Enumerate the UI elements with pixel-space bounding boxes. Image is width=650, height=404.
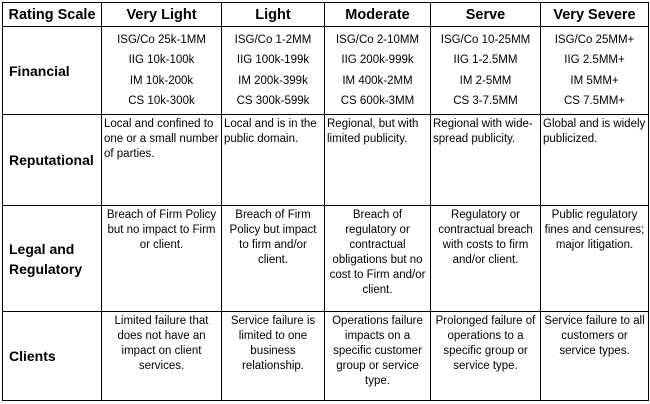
financial-value: IIG 100k-199k bbox=[236, 54, 310, 66]
financial-value: CS 3-7.5MM bbox=[453, 95, 518, 107]
financial-value: IM 10k-200k bbox=[129, 74, 194, 87]
financial-value: IIG 1-2.5MM bbox=[453, 54, 518, 66]
header-row: Rating Scale Very Light Light Moderate S… bbox=[2, 2, 649, 27]
financial-cell: ISG/Co 1-2MM IIG 100k-199k IM 200k-399k … bbox=[221, 26, 325, 115]
financial-value: IIG 200k-999k bbox=[341, 54, 414, 66]
financial-value: ISG/Co 1-2MM bbox=[234, 33, 312, 46]
financial-cell: ISG/Co 2-10MM IIG 200k-999k IM 400k-2MM … bbox=[324, 26, 431, 115]
financial-cell: ISG/Co 25MM+ IIG 2.5MM+ IM 5MM+ CS 7.5MM… bbox=[540, 26, 649, 115]
clients-row: Clients Limited failure that does not ha… bbox=[2, 311, 649, 401]
financial-value: ISG/Co 25MM+ bbox=[554, 33, 635, 46]
financial-cell: ISG/Co 10-25MM IIG 1-2.5MM IM 2-5MM CS 3… bbox=[430, 26, 541, 115]
financial-value: CS 7.5MM+ bbox=[563, 95, 626, 107]
financial-value: ISG/Co 2-10MM bbox=[335, 33, 420, 46]
financial-value: CS 10k-300k bbox=[128, 95, 195, 107]
clients-cell-very-severe: Service failure to all customers or serv… bbox=[540, 311, 649, 401]
row-header-legal-regulatory: Legal and Regulatory bbox=[2, 205, 102, 312]
reputational-cell-light: Local and is in the public domain. bbox=[221, 114, 325, 206]
corner-header: Rating Scale bbox=[2, 2, 102, 27]
financial-value: IM 2-5MM bbox=[459, 74, 512, 87]
reputational-row: Reputational Local and confined to one o… bbox=[2, 114, 649, 206]
financial-value: ISG/Co 25k-1MM bbox=[117, 33, 206, 46]
column-header-very-severe: Very Severe bbox=[540, 2, 649, 27]
legal-cell-serve: Regulatory or contractual breach with co… bbox=[430, 205, 541, 312]
financial-row: Financial ISG/Co 25k-1MM IIG 10k-100k IM… bbox=[2, 26, 649, 115]
financial-cell: ISG/Co 25k-1MM IIG 10k-100k IM 10k-200k … bbox=[101, 26, 222, 115]
reputational-cell-moderate: Regional, but with limited publicity. bbox=[324, 114, 431, 206]
clients-cell-moderate: Operations failure impacts on a specific… bbox=[324, 311, 431, 401]
financial-value: IM 400k-2MM bbox=[342, 74, 413, 87]
column-header-moderate: Moderate bbox=[324, 2, 431, 27]
clients-cell-very-light: Limited failure that does not have an im… bbox=[101, 311, 222, 401]
financial-value: IM 5MM+ bbox=[570, 74, 619, 87]
legal-cell-moderate: Breach of regulatory or contractual obli… bbox=[324, 205, 431, 312]
financial-value: IM 200k-399k bbox=[238, 74, 308, 87]
financial-value: IIG 10k-100k bbox=[128, 54, 195, 66]
legal-cell-light: Breach of Firm Policy but impact to firm… bbox=[221, 205, 325, 312]
financial-value: ISG/Co 10-25MM bbox=[440, 33, 531, 46]
row-header-reputational: Reputational bbox=[2, 114, 102, 206]
financial-value: CS 300k-599k bbox=[236, 95, 310, 107]
financial-value: CS 600k-3MM bbox=[340, 95, 415, 107]
reputational-cell-serve: Regional with wide-spread publicity. bbox=[430, 114, 541, 206]
financial-value: IIG 2.5MM+ bbox=[564, 54, 625, 66]
legal-cell-very-light: Breach of Firm Policy but no impact to F… bbox=[101, 205, 222, 312]
legal-regulatory-row: Legal and Regulatory Breach of Firm Poli… bbox=[2, 205, 649, 312]
row-header-clients: Clients bbox=[2, 311, 102, 401]
clients-cell-serve: Prolonged failure of operations to a spe… bbox=[430, 311, 541, 401]
column-header-light: Light bbox=[221, 2, 325, 27]
reputational-cell-very-severe: Global and is widely publicized. bbox=[540, 114, 649, 206]
reputational-cell-very-light: Local and confined to one or a small num… bbox=[101, 114, 222, 206]
legal-cell-very-severe: Public regulatory fines and censures; ma… bbox=[540, 205, 649, 312]
column-header-serve: Serve bbox=[430, 2, 541, 27]
clients-cell-light: Service failure is limited to one busine… bbox=[221, 311, 325, 401]
row-header-financial: Financial bbox=[2, 26, 102, 115]
column-header-very-light: Very Light bbox=[101, 2, 222, 27]
